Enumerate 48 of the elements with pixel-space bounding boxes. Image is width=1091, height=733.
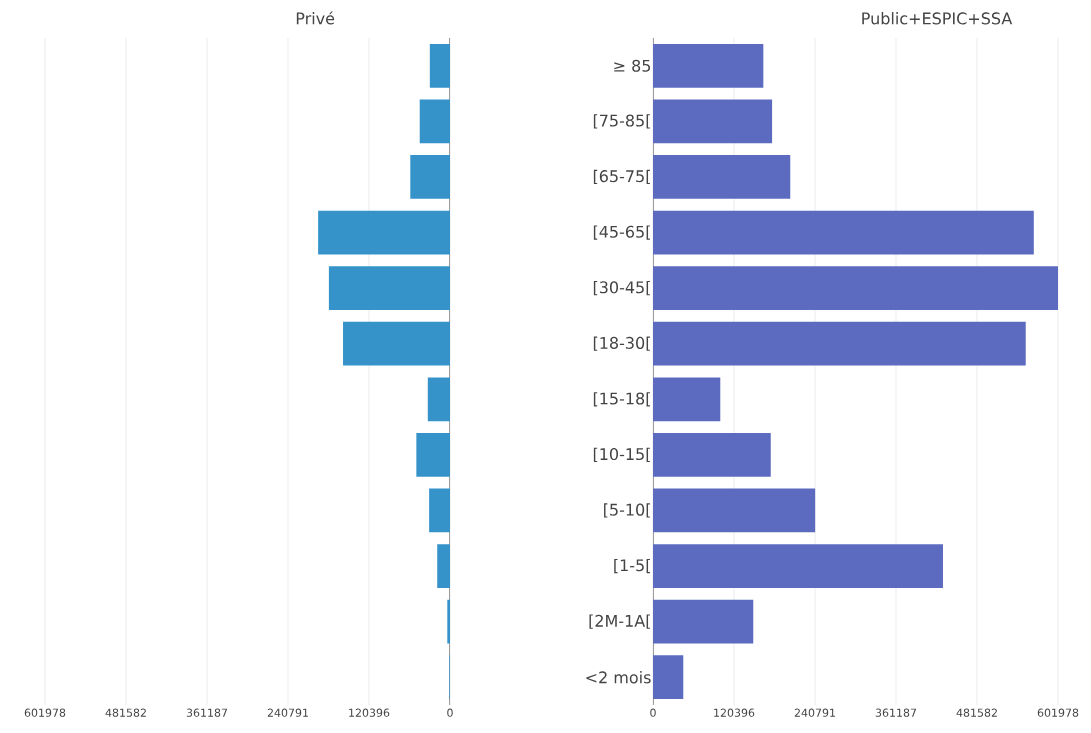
y-tick-label: <2 mois (586, 671, 651, 684)
bar (410, 155, 450, 199)
x-tick-label: 481582 (105, 708, 146, 717)
bar (419, 99, 450, 144)
bar (429, 43, 450, 88)
y-tick-label: ≥ 85 (614, 59, 651, 72)
bar (653, 43, 764, 88)
bar (653, 599, 754, 644)
y-tick-label: [75-85[ (593, 114, 650, 129)
y-tick-label: [1-5[ (614, 558, 650, 574)
x-tick-label: 240791 (267, 708, 308, 717)
bar (427, 377, 450, 422)
bar (653, 321, 1026, 366)
y-tick-label: [18-30[ (593, 336, 650, 351)
bar (653, 99, 773, 144)
chart-title: Public+ESPIC+SSA (862, 12, 1013, 25)
bar (437, 544, 450, 588)
bar (318, 210, 450, 255)
x-tick-label: 361187 (875, 708, 917, 717)
y-tick-label: [5-10[ (604, 503, 650, 518)
y-tick-label: [45-65[ (593, 225, 650, 240)
chart-title: Privé (296, 11, 335, 25)
bar (653, 655, 684, 700)
x-tick-label: 120396 (349, 708, 390, 717)
y-tick-label: [15-18[ (593, 392, 650, 407)
y-tick-label: [10-15[ (593, 447, 650, 462)
x-tick-label: 0 (447, 708, 453, 717)
bar (653, 210, 1034, 255)
x-tick-label: 601978 (1037, 708, 1079, 717)
x-tick-label: 601978 (24, 708, 66, 717)
bar (653, 377, 721, 422)
bar (653, 155, 791, 199)
x-tick-label: 361187 (186, 708, 228, 717)
bar (343, 321, 450, 366)
x-tick-label: 0 (650, 708, 656, 717)
bar (429, 488, 450, 533)
y-tick-label: [65-75[ (593, 169, 650, 185)
bar (653, 544, 943, 588)
bar (653, 488, 816, 533)
bar (416, 433, 450, 477)
y-tick-label: [2M-1A[ (589, 614, 650, 629)
bar (328, 266, 450, 310)
x-tick-label: 240791 (794, 708, 835, 717)
y-tick-label: [30-45[ (593, 281, 650, 296)
bar (653, 266, 1059, 310)
x-tick-label: 481582 (956, 708, 997, 717)
bar (653, 433, 771, 477)
x-tick-label: 120396 (714, 708, 755, 717)
